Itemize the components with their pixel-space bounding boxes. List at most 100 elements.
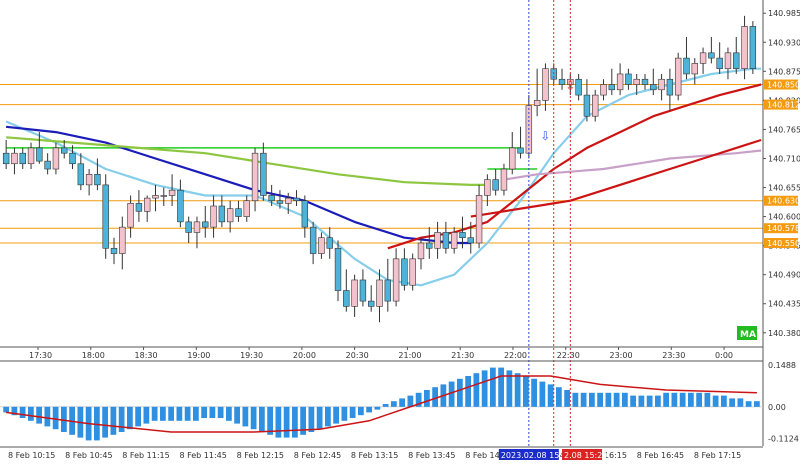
histogram-bar[interactable] [580, 392, 587, 407]
candle-body[interactable] [44, 160, 51, 170]
histogram-bar[interactable] [564, 390, 571, 407]
histogram-bar[interactable] [316, 406, 323, 430]
histogram-bar[interactable] [93, 406, 100, 441]
histogram-bar[interactable] [704, 392, 711, 407]
candle-body[interactable] [334, 247, 342, 291]
candle-body[interactable] [616, 73, 624, 91]
histogram-bar[interactable] [671, 392, 678, 407]
candle-body[interactable] [691, 63, 698, 75]
candle-body[interactable] [500, 168, 508, 191]
histogram-bar[interactable] [687, 392, 694, 407]
candle-body[interactable] [450, 232, 458, 249]
candle-body[interactable] [558, 78, 566, 85]
candle-body[interactable] [27, 147, 35, 165]
candle-body[interactable] [326, 237, 333, 249]
candle-body[interactable] [401, 258, 408, 286]
histogram-bar[interactable] [242, 406, 249, 427]
candle-body[interactable] [674, 57, 682, 96]
histogram-bar[interactable] [712, 395, 719, 407]
histogram-bar[interactable] [423, 390, 430, 407]
histogram-bar[interactable] [605, 392, 612, 407]
candle-body[interactable] [608, 84, 616, 91]
histogram-bar[interactable] [11, 406, 18, 416]
histogram-bar[interactable] [52, 406, 59, 430]
histogram-bar[interactable] [258, 406, 265, 432]
histogram-bar[interactable] [102, 406, 109, 438]
candle-body[interactable] [426, 242, 433, 249]
candle-body[interactable] [417, 242, 425, 260]
histogram-bar[interactable] [720, 395, 727, 407]
candle-body[interactable] [119, 226, 126, 254]
candle-body[interactable] [77, 163, 85, 186]
histogram-bar[interactable] [341, 406, 348, 421]
histogram-bar[interactable] [333, 406, 340, 424]
histogram-bar[interactable] [168, 406, 175, 421]
candle-body[interactable] [600, 84, 607, 96]
histogram-bar[interactable] [234, 406, 241, 424]
histogram-bar[interactable] [19, 406, 26, 418]
histogram-bar[interactable] [192, 406, 199, 421]
histogram-bar[interactable] [300, 406, 307, 435]
candle-body[interactable] [235, 208, 242, 217]
histogram-bar[interactable] [506, 370, 513, 407]
candle-body[interactable] [152, 195, 159, 199]
candle-body[interactable] [19, 152, 26, 165]
candle-body[interactable] [202, 221, 209, 228]
histogram-bar[interactable] [547, 384, 554, 407]
histogram-bar[interactable] [126, 406, 133, 430]
candle-body[interactable] [392, 258, 400, 302]
histogram-bar[interactable] [176, 406, 183, 421]
candle-body[interactable] [683, 57, 690, 75]
histogram-bar[interactable] [489, 367, 496, 407]
histogram-bar[interactable] [473, 373, 480, 407]
histogram-bar[interactable] [151, 406, 158, 421]
candle-body[interactable] [218, 205, 226, 223]
candle-body[interactable] [11, 152, 18, 165]
histogram-bar[interactable] [737, 398, 744, 407]
histogram-bar[interactable] [36, 406, 43, 424]
candle-body[interactable] [367, 300, 375, 307]
histogram-bar[interactable] [225, 406, 232, 421]
candle-body[interactable] [733, 52, 740, 69]
candle-body[interactable] [110, 247, 118, 254]
candle-body[interactable] [666, 78, 674, 96]
candle-body[interactable] [633, 78, 640, 85]
histogram-bar[interactable] [572, 392, 579, 407]
candle-body[interactable] [583, 94, 591, 117]
histogram-bar[interactable] [27, 406, 34, 421]
histogram-bar[interactable] [745, 401, 752, 407]
candle-body[interactable] [699, 52, 707, 64]
candle-body[interactable] [268, 195, 275, 202]
candle-body[interactable] [658, 78, 665, 91]
candle-body[interactable] [509, 147, 516, 170]
histogram-bar[interactable] [481, 370, 488, 407]
candle-body[interactable] [61, 147, 68, 154]
candle-body[interactable] [359, 279, 367, 302]
candle-body[interactable] [309, 226, 317, 254]
histogram-bar[interactable] [646, 395, 653, 407]
histogram-bar[interactable] [209, 406, 216, 418]
candle-body[interactable] [442, 232, 450, 249]
histogram-bar[interactable] [432, 387, 439, 407]
histogram-bar[interactable] [184, 406, 191, 421]
candle-body[interactable] [285, 197, 292, 204]
histogram-bar[interactable] [201, 406, 208, 418]
candle-body[interactable] [517, 147, 524, 154]
candle-body[interactable] [434, 232, 441, 249]
histogram-bar[interactable] [44, 406, 51, 427]
histogram-bar[interactable] [654, 395, 661, 407]
histogram-bar[interactable] [531, 378, 538, 407]
candle-body[interactable] [384, 279, 392, 302]
candle-body[interactable] [533, 100, 541, 106]
histogram-bar[interactable] [498, 367, 505, 407]
histogram-bar[interactable] [250, 406, 257, 430]
candle-body[interactable] [542, 68, 549, 101]
candle-body[interactable] [94, 174, 101, 186]
ma-badge[interactable] [737, 326, 757, 340]
histogram-bar[interactable] [283, 406, 290, 438]
candle-body[interactable] [69, 152, 76, 165]
candle-body[interactable] [251, 152, 259, 202]
histogram-bar[interactable] [638, 395, 645, 407]
candle-body[interactable] [260, 152, 267, 196]
